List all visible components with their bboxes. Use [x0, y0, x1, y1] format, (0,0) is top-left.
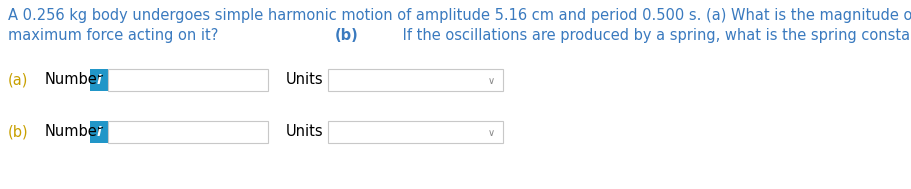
FancyBboxPatch shape — [328, 69, 503, 91]
Text: ∨: ∨ — [486, 128, 494, 138]
Text: Units: Units — [286, 125, 323, 139]
Text: (a): (a) — [8, 73, 28, 88]
Text: i: i — [97, 74, 101, 87]
Text: Number: Number — [45, 125, 104, 139]
FancyBboxPatch shape — [328, 121, 503, 143]
Text: (b): (b) — [8, 125, 28, 139]
Text: ∨: ∨ — [486, 76, 494, 86]
FancyBboxPatch shape — [90, 69, 107, 91]
FancyBboxPatch shape — [107, 69, 268, 91]
Text: maximum force acting on it?: maximum force acting on it? — [8, 28, 223, 43]
FancyBboxPatch shape — [90, 121, 107, 143]
Text: (b): (b) — [335, 28, 359, 43]
Text: A 0.256 kg body undergoes simple harmonic motion of amplitude 5.16 cm and period: A 0.256 kg body undergoes simple harmoni… — [8, 8, 911, 23]
Text: Number: Number — [45, 73, 104, 88]
Text: Units: Units — [286, 73, 323, 88]
FancyBboxPatch shape — [107, 121, 268, 143]
Text: If the oscillations are produced by a spring, what is the spring constant?: If the oscillations are produced by a sp… — [397, 28, 911, 43]
Text: i: i — [97, 125, 101, 139]
